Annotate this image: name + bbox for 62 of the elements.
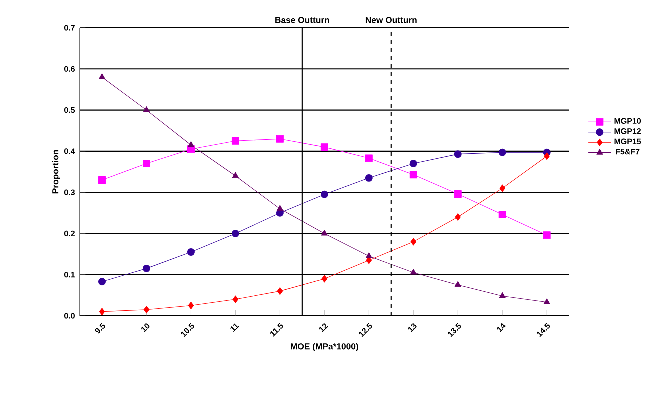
x-tick-label: 11 [230, 324, 240, 332]
point [232, 172, 239, 178]
point [276, 205, 284, 212]
point [320, 144, 328, 152]
point [366, 252, 372, 258]
y-axis-title: Proportion [52, 150, 60, 194]
point [99, 308, 106, 316]
point [544, 152, 550, 160]
point [188, 302, 194, 310]
point [187, 248, 195, 256]
x-axis-title: MOE (MPa*1000) [291, 343, 358, 352]
point [455, 214, 461, 221]
y-tick-label: 0.4 [64, 148, 76, 154]
point [498, 211, 506, 219]
point [188, 142, 194, 148]
x-tick-label: 10 [142, 324, 150, 333]
ref-line-label: Base Outturn [276, 17, 330, 24]
y-tick-label: 0.7 [64, 25, 75, 31]
point [321, 230, 328, 236]
point [454, 150, 462, 158]
y-tick-label: 0.3 [64, 190, 76, 196]
x-tick-label: 12 [319, 324, 328, 333]
point [98, 278, 106, 286]
legend-label: MGP12 [614, 128, 642, 134]
point [410, 171, 418, 179]
y-tick-label: 0.2 [64, 230, 75, 237]
point [500, 184, 506, 192]
point [498, 148, 506, 156]
point [454, 281, 462, 288]
y-tick-label: 0.0 [64, 313, 75, 319]
point [543, 232, 551, 240]
x-tick-label: 9.5 [95, 323, 106, 334]
point [142, 264, 150, 272]
point [410, 269, 417, 275]
point [365, 154, 373, 162]
point [232, 296, 239, 304]
point [276, 135, 284, 143]
point [365, 174, 373, 182]
point [98, 176, 106, 184]
point [232, 230, 240, 238]
point [322, 275, 328, 283]
legend-label: MGP15 [614, 138, 642, 144]
legend-label: F5&F7 [616, 149, 640, 155]
point [98, 74, 106, 80]
point [544, 298, 550, 304]
ref-line-label: New Outturn [366, 17, 417, 24]
legend-label: MGP10 [614, 118, 642, 124]
point [143, 106, 150, 112]
y-tick-label: 0.5 [64, 107, 76, 114]
point [144, 306, 150, 314]
point [320, 190, 328, 198]
point [142, 160, 150, 168]
point [499, 292, 506, 298]
point [454, 190, 462, 198]
point [410, 238, 417, 246]
point [277, 288, 284, 296]
point [410, 160, 418, 168]
x-tick-label: 13 [408, 324, 417, 333]
y-tick-label: 0.6 [64, 66, 76, 72]
x-tick-label: 14 [497, 323, 506, 332]
point [232, 137, 240, 145]
y-tick-label: 0.1 [64, 272, 76, 278]
